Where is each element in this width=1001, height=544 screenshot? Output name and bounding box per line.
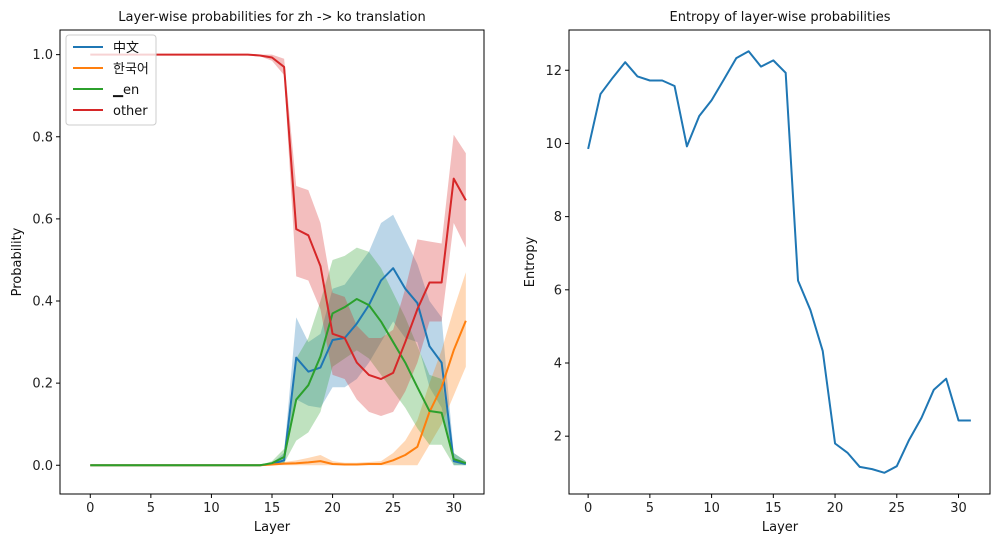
probability-y-axis-title: Probability <box>10 227 25 296</box>
probability-bands <box>90 54 466 466</box>
probability-x-ticks: 0 5 10 15 20 25 30 <box>86 494 462 516</box>
entropy-y-tick-label: 6 <box>554 283 562 298</box>
entropy-chart-title: Entropy of layer-wise probabilities <box>670 10 891 25</box>
probability-series-line-2 <box>90 297 467 467</box>
entropy-x-tick-label: 10 <box>703 501 720 516</box>
entropy-y-axis-title: Entropy <box>523 236 538 287</box>
probability-x-tick-label: 15 <box>264 501 281 516</box>
entropy-x-tick-label: 15 <box>765 501 782 516</box>
entropy-y-tick-label: 10 <box>545 137 562 152</box>
entropy-x-tick-label: 0 <box>584 501 592 516</box>
entropy-y-ticks: 2 4 6 8 10 12 <box>545 64 569 445</box>
probability-y-tick-label: 0.6 <box>32 212 53 227</box>
probability-band-1 <box>90 272 466 466</box>
entropy-y-tick-label: 2 <box>554 430 562 445</box>
entropy-plot-frame <box>568 29 991 495</box>
probability-x-axis-title: Layer <box>254 520 291 535</box>
probability-y-tick-label: 0.2 <box>32 377 53 392</box>
entropy-y-tick-label: 12 <box>545 64 562 79</box>
probability-band-0 <box>90 214 466 466</box>
probability-x-tick-label: 0 <box>86 501 94 516</box>
legend-label-other: other <box>113 104 148 119</box>
entropy-x-tick-label: 30 <box>950 501 967 516</box>
entropy-x-tick-label: 20 <box>827 501 844 516</box>
entropy-x-tick-label: 5 <box>646 501 654 516</box>
legend-label-ko: 한국어 <box>113 62 149 77</box>
probability-x-tick-label: 10 <box>203 501 220 516</box>
entropy-chart: Entropy of layer-wise probabilities 0 5 10… <box>523 10 991 535</box>
probability-x-tick-label: 25 <box>385 501 402 516</box>
probability-x-tick-label: 5 <box>147 501 155 516</box>
probability-chart: Layer-wise probabilities for zh -> ko tr… <box>10 10 485 535</box>
entropy-x-ticks: 0 5 10 15 20 25 30 <box>584 494 967 516</box>
legend-label-zh: 中文 <box>113 41 139 56</box>
entropy-y-tick-label: 8 <box>554 210 562 225</box>
probability-y-ticks: 0.0 0.2 0.4 0.6 0.8 1.0 <box>32 48 60 474</box>
probability-y-tick-label: 0.4 <box>32 295 53 310</box>
entropy-y-tick-label: 4 <box>554 356 562 371</box>
probability-chart-title: Layer-wise probabilities for zh -> ko tr… <box>118 10 425 25</box>
entropy-x-axis-title: Layer <box>762 520 799 535</box>
legend-frame <box>65 34 157 126</box>
probability-x-tick-label: 20 <box>324 501 341 516</box>
probability-y-tick-label: 0.8 <box>32 130 53 145</box>
probability-x-tick-label: 30 <box>445 501 462 516</box>
probability-band-2 <box>90 247 466 466</box>
entropy-lines <box>587 50 971 474</box>
entropy-x-tick-label: 25 <box>889 501 906 516</box>
probability-y-tick-label: 0.0 <box>32 459 53 474</box>
legend-label-en: ▁en <box>112 83 139 98</box>
probability-legend: 中文 한국어 ▁en other <box>65 34 157 126</box>
entropy-series-line-0 <box>587 50 971 474</box>
probability-y-tick-label: 1.0 <box>32 48 53 63</box>
